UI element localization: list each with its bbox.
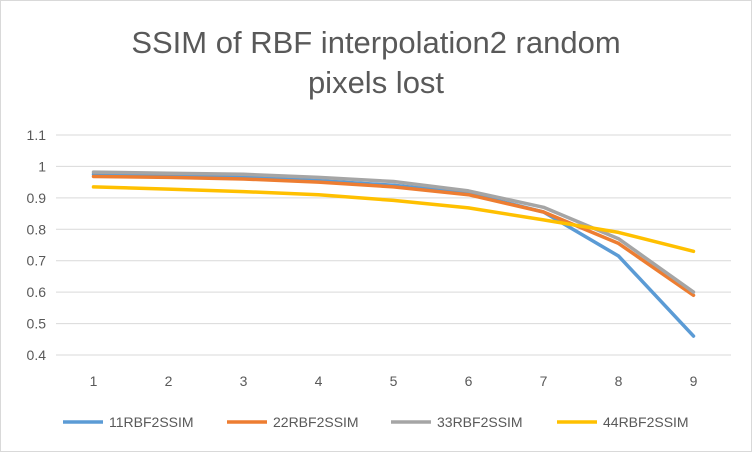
legend-label: 22RBF2SSIM — [273, 414, 359, 430]
legend-label: 33RBF2SSIM — [437, 414, 523, 430]
x-tick-label: 6 — [465, 373, 473, 389]
y-tick-label: 0.5 — [27, 316, 47, 332]
x-tick-label: 4 — [315, 373, 323, 389]
x-tick-label: 9 — [690, 373, 698, 389]
y-tick-label: 0.9 — [27, 190, 47, 206]
x-tick-label: 1 — [90, 373, 98, 389]
y-tick-label: 1 — [38, 158, 46, 174]
x-tick-label: 7 — [540, 373, 548, 389]
legend-label: 44RBF2SSIM — [603, 414, 689, 430]
chart-title-line-1: SSIM of RBF interpolation2 random — [131, 25, 621, 60]
series-line — [91, 174, 696, 298]
y-tick-label: 0.4 — [27, 347, 47, 363]
legend-label: 11RBF2SSIM — [109, 414, 194, 430]
x-tick-label: 5 — [390, 373, 398, 389]
series-line — [91, 172, 696, 338]
y-tick-label: 0.6 — [27, 284, 47, 300]
chart-title-line-2: pixels lost — [307, 65, 445, 100]
y-tick-label: 0.7 — [27, 253, 47, 269]
y-tick-label: 1.1 — [27, 127, 47, 143]
x-tick-label: 3 — [240, 373, 248, 389]
chart-title: SSIM of RBF interpolation2 random pixels… — [1, 23, 751, 103]
y-tick-label: 0.8 — [27, 221, 47, 237]
x-tick-label: 2 — [165, 373, 173, 389]
x-tick-label: 8 — [615, 373, 623, 389]
series-line — [91, 185, 696, 254]
